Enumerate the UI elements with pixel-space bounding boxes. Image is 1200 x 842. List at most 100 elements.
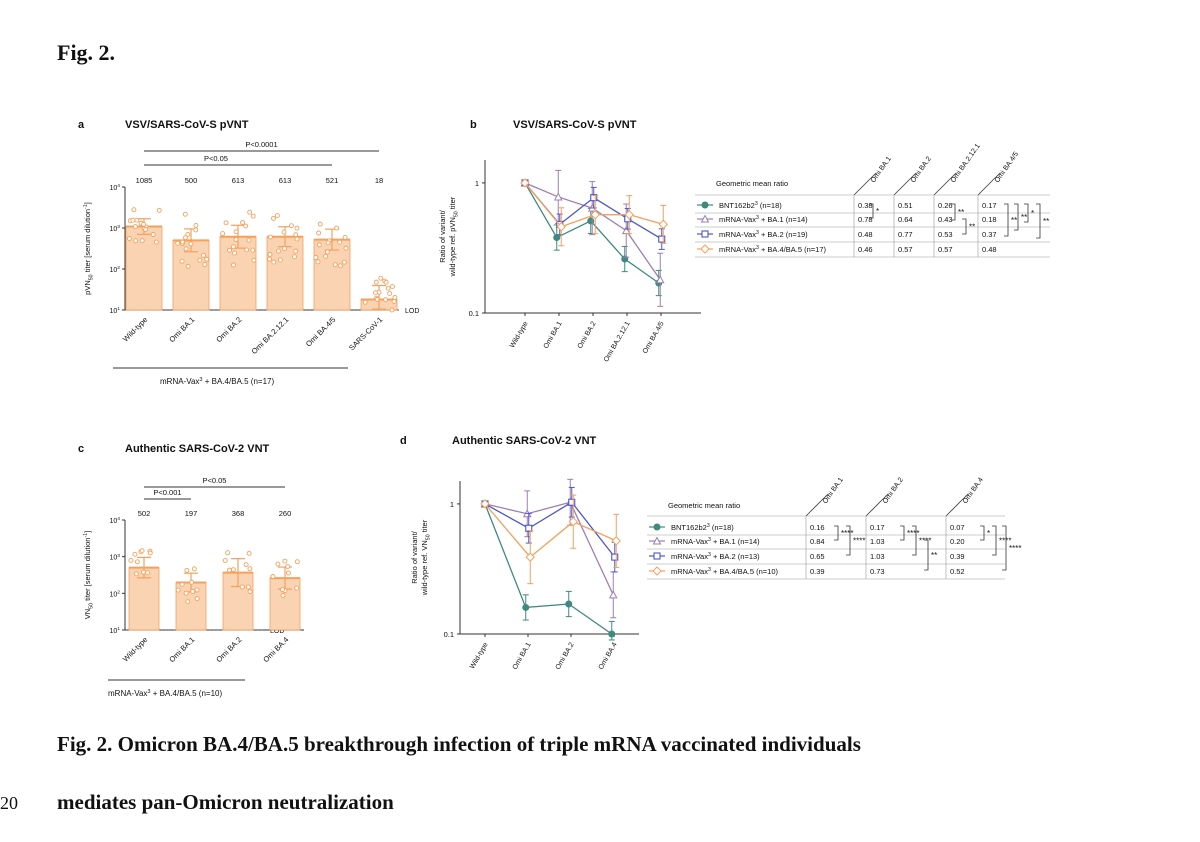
data-point [383,297,389,303]
label-part: ] [83,202,92,204]
line-number: 20 [0,793,18,813]
x-tick-label: Omi BA.2 [577,320,598,350]
label-part: 3 [117,224,120,230]
label-part: + BA.2 (n=19) [759,230,808,239]
x-tick-label: Omi BA.2 [214,635,243,664]
label-part: pVN [83,280,92,295]
data-point [553,234,561,242]
table-value: 0.57 [938,245,953,254]
label-part: 3 [755,201,758,207]
table-value: 0.46 [858,245,873,254]
data-point [247,209,253,215]
data-point [247,566,253,572]
data-point [294,559,300,565]
data-point [294,236,300,242]
data-point [128,557,134,563]
label-part: 50 [425,534,431,540]
table-bracket [1014,203,1019,231]
table-value: 1.03 [870,537,885,546]
data-point [250,247,256,253]
table-title: Geometric mean ratio [668,501,740,510]
table-value: 0.77 [898,230,913,239]
table-value: 0.48 [982,245,997,254]
data-point [389,284,395,290]
label-part: 50 [453,211,459,217]
table-value: 0.18 [982,215,997,224]
x-tick-label: Wild-type [469,641,490,670]
panel-letter: b [470,119,477,131]
table-bracket [869,203,874,219]
data-point [230,244,236,250]
legend-label: mRNA-Vax3 + BA.1 (n=14) [719,215,808,224]
label-part: 10 [109,591,117,598]
y-tick-label: 101 [109,306,120,315]
data-point [315,259,321,265]
table-bracket [924,539,929,571]
data-point [342,235,348,240]
column-header: Omi BA.1 [822,477,845,506]
data-point [285,564,291,569]
data-point [179,239,185,245]
table-bracket [912,525,917,556]
legend-marker [700,214,710,223]
data-point [227,247,232,253]
value-label: 502 [138,509,151,518]
label-part: 10 [109,518,117,525]
data-point [141,569,146,575]
value-label: 18 [375,176,383,185]
table-value: 0.48 [858,230,873,239]
data-point [150,232,156,237]
y-tick-label: 1 [475,179,479,188]
table-title: Geometric mean ratio [716,179,788,188]
data-point [185,231,191,237]
table-value: 0.17 [870,523,885,532]
data-point [130,217,136,223]
legend-marker [653,552,661,560]
value-label: 500 [185,176,198,185]
data-point [341,259,347,265]
data-point [294,225,300,231]
data-point [134,217,140,223]
label-part: mRNA-Vax [719,230,756,239]
data-point [271,215,276,221]
label-part: VN [83,609,92,619]
y-tick-label: 0.1 [469,309,479,318]
data-point [193,223,199,228]
data-point [556,222,566,232]
data-point [191,566,197,572]
data-point [282,558,288,564]
label-part: (n=18) [710,523,734,532]
label-part: wild-type ref. VN [420,540,429,596]
y-axis-label: wild-type ref. VN50 titer [420,519,431,596]
table-bracket [1036,203,1041,239]
x-tick-label: Omi BA.1 [512,641,533,671]
column-header: Omi BA.4/5 [994,151,1020,184]
label-part: 4 [117,183,120,189]
data-point [133,571,139,577]
data-point [268,234,273,240]
data-point [188,241,194,247]
data-point [387,290,393,296]
label-part: 2 [117,265,120,271]
data-point [362,299,368,305]
data-point [250,213,256,219]
data-point [313,255,319,260]
series-line [484,503,617,559]
data-point [230,567,236,573]
column-header-rule [933,172,957,196]
data-point [182,211,188,217]
label-part: mRNA-Vax [671,567,708,576]
table-value: 0.64 [898,215,913,224]
label-part: titer [serum dilution [83,538,92,603]
data-point [553,192,563,201]
table-value: 0.37 [982,230,997,239]
label-part: 10 [109,185,117,192]
data-point [147,550,153,556]
data-point [139,238,145,243]
data-point [288,223,294,229]
data-point [373,290,378,296]
data-point [280,587,285,593]
label-part: titer [420,519,429,534]
table-value: 0.16 [810,523,825,532]
value-label: 1085 [136,176,153,185]
